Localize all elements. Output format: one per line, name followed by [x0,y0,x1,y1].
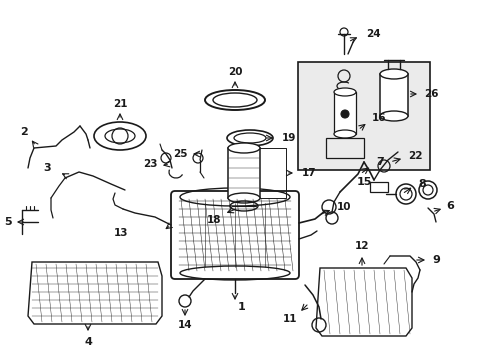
Text: 13: 13 [114,228,128,238]
Ellipse shape [227,143,260,153]
Text: 3: 3 [43,163,51,173]
Text: 6: 6 [445,201,453,211]
Bar [369,182,387,192]
Text: 9: 9 [431,255,439,265]
Bar [379,74,407,116]
Text: 4: 4 [84,337,92,347]
Text: 11: 11 [282,314,296,324]
Ellipse shape [333,88,355,96]
Text: 23: 23 [142,159,157,169]
Text: 25: 25 [172,149,187,159]
Text: 24: 24 [365,29,380,39]
Text: 26: 26 [423,89,438,99]
Text: 21: 21 [113,99,127,109]
Text: 14: 14 [177,320,192,330]
Text: 16: 16 [371,113,386,123]
Ellipse shape [234,133,265,143]
Text: 17: 17 [302,168,316,178]
Text: 18: 18 [206,215,221,225]
Text: 7: 7 [375,157,383,167]
Bar [333,92,355,134]
Text: 2: 2 [20,127,28,137]
Ellipse shape [333,130,355,138]
Ellipse shape [105,129,135,143]
Text: 15: 15 [356,177,371,187]
Text: 19: 19 [282,133,296,143]
Ellipse shape [399,188,411,200]
Text: 5: 5 [4,217,12,227]
Ellipse shape [213,93,257,107]
Bar [325,138,363,158]
Bar [297,62,429,170]
Ellipse shape [379,111,407,121]
Text: 10: 10 [336,202,351,212]
Text: 8: 8 [417,179,425,189]
Ellipse shape [422,185,432,195]
Text: 22: 22 [407,151,422,161]
Circle shape [340,110,348,118]
Text: 20: 20 [227,67,242,77]
Text: 12: 12 [354,241,368,251]
Ellipse shape [227,193,260,203]
Ellipse shape [379,69,407,79]
Bar [227,148,260,198]
Text: 1: 1 [238,302,245,312]
